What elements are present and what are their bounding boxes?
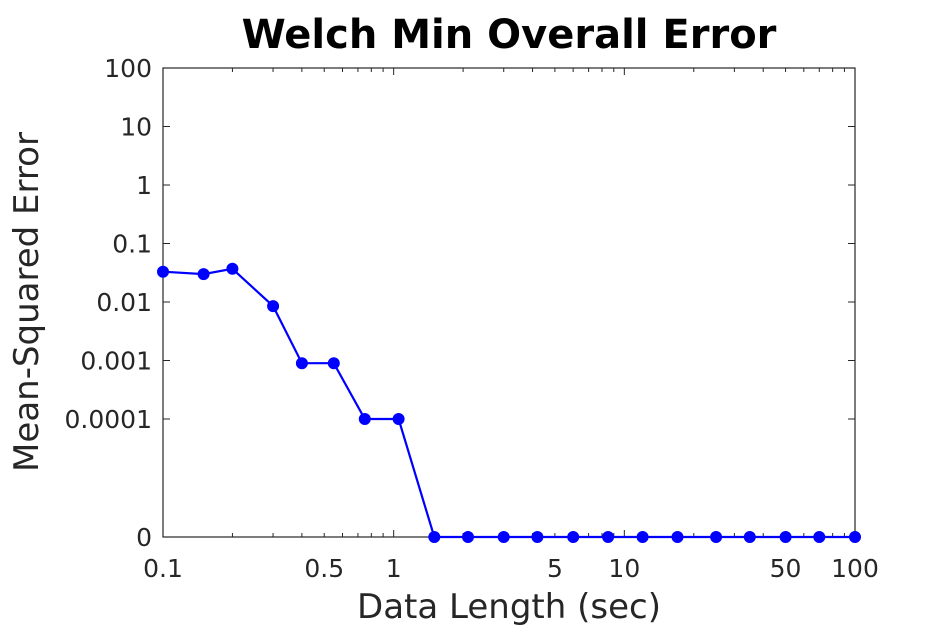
- x-tick-label: 50: [770, 554, 802, 583]
- data-point: [779, 531, 792, 543]
- x-tick-label: 100: [831, 554, 879, 583]
- axis-ticks: [162, 67, 856, 538]
- x-tick-label: 5: [547, 554, 563, 583]
- data-point: [636, 531, 649, 543]
- y-axis-label: Mean-Squared Error: [7, 132, 47, 472]
- data-point: [710, 531, 723, 543]
- y-tick-label: 0: [136, 523, 152, 552]
- y-tick-label: 10: [120, 113, 152, 142]
- tick-labels: 0.1 0.5 1 5 10 50 100 0 0.0001 0.001 0.01 0.1 1 10 100: [65, 54, 879, 583]
- data-point: [531, 531, 544, 543]
- series-layer: [157, 262, 861, 543]
- data-point: [358, 413, 371, 425]
- y-tick-label: 0.01: [96, 288, 152, 317]
- data-point: [462, 531, 474, 543]
- series-line: [162, 267, 855, 539]
- x-tick-label: 1: [386, 554, 402, 583]
- data-point: [428, 531, 441, 543]
- y-tick-label: 0.1: [112, 230, 152, 259]
- data-point: [157, 265, 169, 278]
- x-tick-label: 0.5: [304, 554, 344, 583]
- data-point: [295, 357, 308, 370]
- x-tick-label: 0.1: [143, 554, 183, 583]
- x-tick-label: 10: [608, 554, 640, 583]
- data-point: [226, 262, 239, 275]
- data-point: [497, 531, 510, 543]
- data-point: [813, 531, 826, 543]
- y-tick-label: 0.001: [80, 347, 152, 376]
- data-point: [743, 531, 756, 543]
- data-point: [392, 413, 405, 425]
- chart-title: Welch Min Overall Error: [242, 12, 777, 58]
- plot-area: [162, 67, 856, 538]
- y-tick-label: 0.0001: [65, 405, 152, 434]
- data-point: [267, 300, 280, 313]
- data-point: [671, 531, 684, 543]
- data-point: [197, 268, 210, 281]
- y-tick-label: 100: [104, 54, 152, 83]
- data-point: [327, 357, 340, 370]
- y-tick-label: 1: [136, 171, 152, 200]
- x-axis-label: Data Length (sec): [357, 587, 661, 627]
- data-point: [602, 531, 615, 543]
- data-point: [567, 531, 580, 543]
- data-point: [849, 531, 861, 543]
